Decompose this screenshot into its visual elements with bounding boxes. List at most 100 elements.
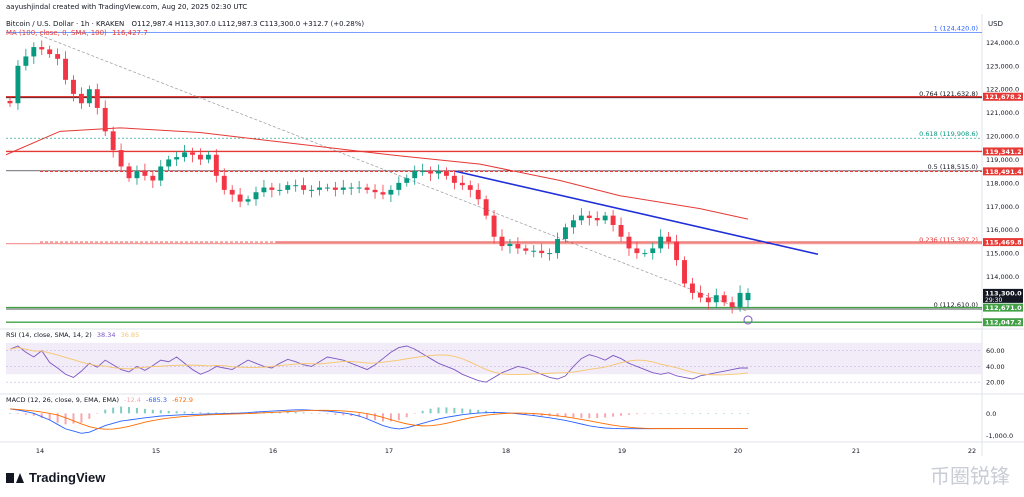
candle-body <box>451 175 457 183</box>
macd-histogram-bar <box>215 412 218 414</box>
macd-histogram-bar <box>48 413 51 420</box>
candle-body <box>388 189 394 195</box>
candle-body <box>332 187 338 190</box>
candle-body <box>650 248 656 254</box>
candle-body <box>301 185 307 190</box>
rsi-tick-label: 20.00 <box>986 379 1005 387</box>
y-tick-label: 119,000.0 <box>986 156 1019 164</box>
macd-histogram-bar <box>723 413 726 414</box>
price-tag-label: 121,678.2 <box>985 93 1022 101</box>
y-tick-label: 118,000.0 <box>986 179 1019 187</box>
macd-histogram-bar <box>683 413 686 414</box>
created-by-text: aayushjindal created with TradingView.co… <box>6 3 248 11</box>
candle-body <box>634 248 640 254</box>
candle-body <box>658 236 664 249</box>
candle-body <box>594 217 600 221</box>
y-tick-label: 117,000.0 <box>986 203 1019 211</box>
macd-histogram-bar <box>223 412 226 414</box>
macd-histogram-bar <box>366 413 369 419</box>
price-tag-label: 118,491.4 <box>985 168 1022 176</box>
candle-body <box>443 171 449 176</box>
candle-body <box>174 157 180 160</box>
fib-level-label: 0.5 (118,515.0) <box>927 163 978 171</box>
candle-body <box>205 154 211 160</box>
candle-body <box>372 189 378 193</box>
candle-body <box>94 89 100 108</box>
macd-histogram-bar <box>469 409 472 414</box>
macd-histogram-bar <box>183 411 186 414</box>
macd-histogram-bar <box>310 413 313 414</box>
macd-tick-label: -1,000.0 <box>986 432 1013 440</box>
y-tick-label: 123,000.0 <box>986 62 1019 70</box>
candle-body <box>578 215 584 221</box>
candle-body <box>499 236 505 247</box>
macd-signal-line <box>9 408 748 430</box>
macd-signal-value: -672.9 <box>172 396 194 404</box>
candle-body <box>78 93 84 104</box>
countdown-label: 29:30 <box>985 297 1002 304</box>
macd-histogram-bar <box>540 413 543 416</box>
candle-body <box>729 302 735 307</box>
ma-label: MA (100, close, 0, SMA, 100) <box>6 29 107 37</box>
candle-body <box>523 248 529 251</box>
macd-histogram-bar <box>429 408 432 414</box>
macd-histogram-bar <box>715 413 718 414</box>
candle-body <box>245 199 251 202</box>
price-tag-box <box>983 303 1023 312</box>
candle-body <box>483 199 489 216</box>
candle-body <box>47 49 53 55</box>
macd-histogram-bar <box>374 413 377 421</box>
moving-average-line <box>5 127 749 220</box>
candle-body <box>55 54 61 59</box>
price-tag-box <box>983 167 1023 176</box>
macd-histogram-bar <box>659 413 662 414</box>
candle-body <box>563 227 568 240</box>
price-tag-box <box>983 238 1023 247</box>
price-tag-label: 113,300.0 <box>985 289 1022 297</box>
macd-histogram-bar <box>588 413 591 419</box>
candle-body <box>166 159 172 167</box>
macd-histogram-bar <box>413 413 416 414</box>
tradingview-logo[interactable]: TradingView <box>6 470 105 485</box>
macd-histogram-bar <box>651 413 654 414</box>
symbol-text: Bitcoin / U.S. Dollar · 1h · KRAKEN O112… <box>6 20 364 28</box>
alert-marker-icon <box>743 315 753 325</box>
candle-body <box>285 185 291 190</box>
macd-histogram-bar <box>580 413 583 418</box>
price-tag-label: 112,047.2 <box>985 319 1022 327</box>
candle-body <box>221 175 227 190</box>
candle-body <box>253 192 259 200</box>
candle-body <box>142 171 148 176</box>
dashed-channel-line <box>39 35 749 312</box>
candle-body <box>737 292 743 307</box>
candle-body <box>618 224 624 237</box>
rsi-tick-label: 40.00 <box>986 363 1005 371</box>
candle-body <box>324 187 330 189</box>
macd-histogram-bar <box>572 413 575 418</box>
y-tick-label: 120,000.0 <box>986 133 1019 141</box>
macd-histogram-bar <box>72 413 75 424</box>
candle-body <box>515 243 521 249</box>
candle-body <box>86 89 92 104</box>
x-tick-label: 21 <box>852 447 860 455</box>
tradingview-logo-icon <box>6 472 24 483</box>
candle-body <box>626 236 632 249</box>
macd-histogram-bar <box>477 410 480 414</box>
candle-body <box>467 185 473 190</box>
rsi-band <box>6 342 982 375</box>
candle-body <box>745 292 751 301</box>
y-tick-label: 116,000.0 <box>986 226 1019 234</box>
macd-histogram-bar <box>699 413 702 414</box>
macd-histogram-bar <box>397 413 400 421</box>
rsi-value: 38.34 <box>96 331 116 339</box>
candle-body <box>39 47 45 50</box>
fib-level-label: 0.618 (119,908.6) <box>919 130 978 138</box>
fib-level-label: 0 (112,610.0) <box>934 301 978 309</box>
macd-hist-value: -12.4 <box>124 396 141 404</box>
candle-body <box>610 215 616 225</box>
macd-label: MACD (12, 26, close, 9, EMA, EMA) <box>6 396 120 404</box>
macd-histogram-bar <box>294 411 297 414</box>
candle-body <box>261 187 267 193</box>
